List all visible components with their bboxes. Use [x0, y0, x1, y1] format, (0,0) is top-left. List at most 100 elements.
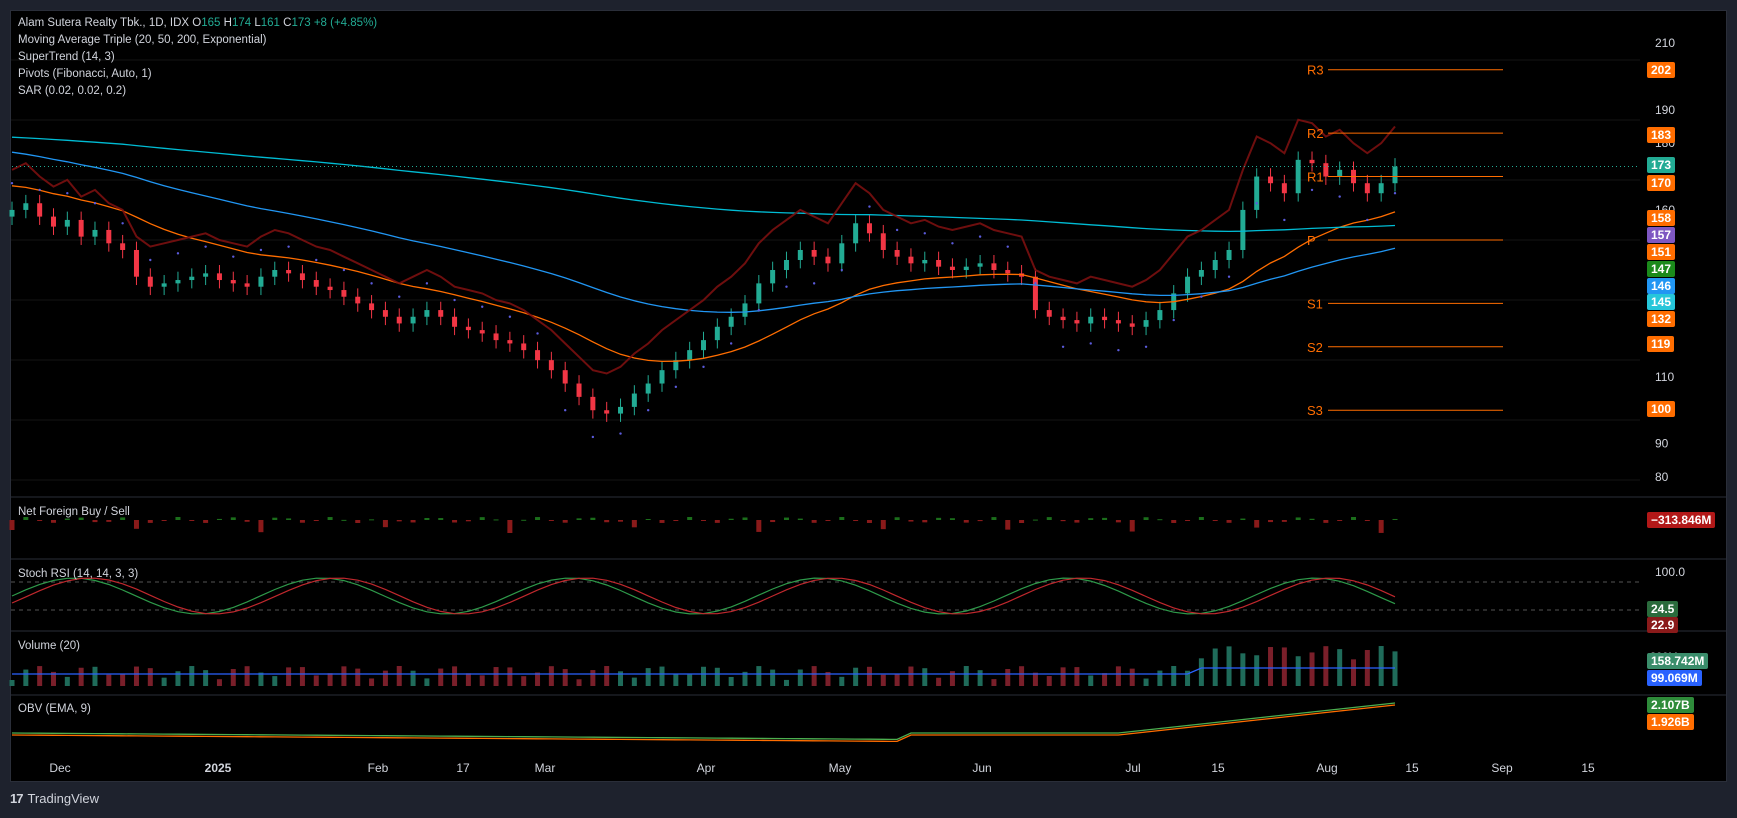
candle-body [382, 310, 388, 317]
net-foreign-bar [687, 517, 693, 520]
net-foreign-bar [327, 517, 333, 520]
candle-body [1088, 316, 1094, 324]
volume-bar [1102, 673, 1108, 686]
candle-body [866, 223, 872, 234]
volume-bar [313, 675, 319, 686]
candle-body [1254, 176, 1260, 210]
stoch-tick-label: 100.0 [1655, 565, 1685, 579]
candle-body [742, 303, 748, 317]
volume-bar [908, 666, 914, 686]
net-foreign-bar [244, 520, 250, 522]
volume-bar [687, 674, 693, 686]
net-foreign-bar [728, 518, 734, 520]
candle-body [922, 260, 928, 264]
volume-bar [1046, 676, 1052, 686]
price-tag: 202 [1647, 62, 1676, 78]
candle-body [783, 260, 789, 271]
net-foreign-bar [618, 520, 624, 522]
net-foreign-bar [1351, 517, 1357, 520]
volume-bar [452, 666, 458, 686]
candle-body [161, 283, 167, 287]
volume-bar [175, 671, 181, 686]
net-foreign-bar [1088, 518, 1094, 520]
volume-bar [548, 666, 554, 686]
sar-dot [232, 255, 235, 258]
indicator-legend-sar[interactable]: SAR (0.02, 0.02, 0.2) [18, 85, 127, 97]
y-tick-label: 190 [1655, 103, 1675, 117]
net-foreign-bar [1378, 520, 1384, 533]
volume-bar [396, 666, 402, 686]
net-foreign-bar [562, 520, 568, 523]
x-tick-label: Jun [972, 761, 991, 775]
net-foreign-bar [866, 520, 872, 523]
candle-body [465, 326, 471, 331]
net-foreign-bar [493, 519, 499, 521]
price-tag: 146 [1647, 278, 1676, 294]
net-foreign-bar [1032, 519, 1038, 521]
volume-bar [756, 666, 762, 686]
sar-dot [978, 235, 982, 238]
candle-body [908, 256, 914, 264]
pane-title-foreign[interactable]: Net Foreign Buy / Sell [18, 506, 130, 518]
volume-bar [1143, 678, 1149, 686]
candle-body [1309, 159, 1315, 164]
net-foreign-bar [880, 520, 886, 530]
candle-body [106, 229, 112, 244]
brand[interactable]: 17 TradingView [10, 791, 99, 806]
sar-dot [674, 385, 678, 389]
net-foreign-bar [147, 520, 153, 523]
volume-bar [1268, 647, 1274, 686]
volume-bar [272, 676, 278, 686]
indicator-legend-supertrend[interactable]: SuperTrend (14, 3) [18, 51, 115, 63]
volume-bar [341, 666, 347, 686]
sar-dot [1227, 275, 1231, 278]
close-value: 173 [291, 17, 311, 29]
volume-bar [977, 670, 983, 686]
volume-bar [1240, 653, 1246, 686]
candle-body [839, 243, 845, 264]
net-foreign-bar [341, 519, 347, 521]
y-tick-label: 90 [1655, 437, 1669, 451]
candle-body [825, 256, 831, 264]
candle-body [548, 360, 554, 371]
price-tag: 100 [1647, 401, 1676, 417]
volume-bar [1295, 656, 1301, 686]
pane-title-volume[interactable]: Volume (20) [18, 640, 81, 652]
candle-body [493, 333, 499, 341]
price-tag: 158 [1647, 210, 1676, 226]
sar-dot [398, 295, 401, 298]
sar-dot [1200, 295, 1203, 298]
sar-dot [729, 342, 733, 345]
net-foreign-bar [479, 517, 485, 520]
net-foreign-bar [37, 520, 43, 521]
net-foreign-bar [92, 520, 98, 523]
candle-body [507, 340, 513, 344]
net-foreign-bar [839, 517, 845, 520]
candle-body [396, 316, 402, 324]
candle-body [894, 249, 900, 257]
candle-body [521, 343, 527, 351]
indicator-legend-ma[interactable]: Moving Average Triple (20, 50, 200, Expo… [18, 34, 267, 46]
pane-title-obv[interactable]: OBV (EMA, 9) [18, 703, 91, 715]
x-tick-label: Apr [697, 761, 716, 775]
sar-dot [812, 282, 816, 285]
candle-body [92, 229, 98, 237]
pivot-label: S3 [1307, 403, 1323, 418]
sar-dot [481, 305, 484, 308]
net-foreign-bar [1226, 520, 1232, 523]
sar-dot [591, 435, 595, 439]
candle-body [78, 219, 84, 237]
net-foreign-bar [576, 518, 582, 520]
volume-ma-tag: 99.069M [1647, 670, 1702, 686]
net-foreign-bar [922, 520, 928, 523]
price-tag: 151 [1647, 244, 1676, 260]
symbol-legend[interactable]: Alam Sutera Realty Tbk., 1D, IDX O165 H1… [18, 17, 377, 29]
indicator-legend-pivots[interactable]: Pivots (Fibonacci, Auto, 1) [18, 68, 152, 80]
tradingview-logo-icon: 17 [10, 791, 24, 806]
volume-bar [1212, 648, 1218, 686]
candle-body [1032, 276, 1038, 311]
sar-dot [342, 268, 346, 272]
pane-title-stoch[interactable]: Stoch RSI (14, 14, 3, 3) [18, 568, 139, 580]
volume-bar [161, 677, 167, 686]
